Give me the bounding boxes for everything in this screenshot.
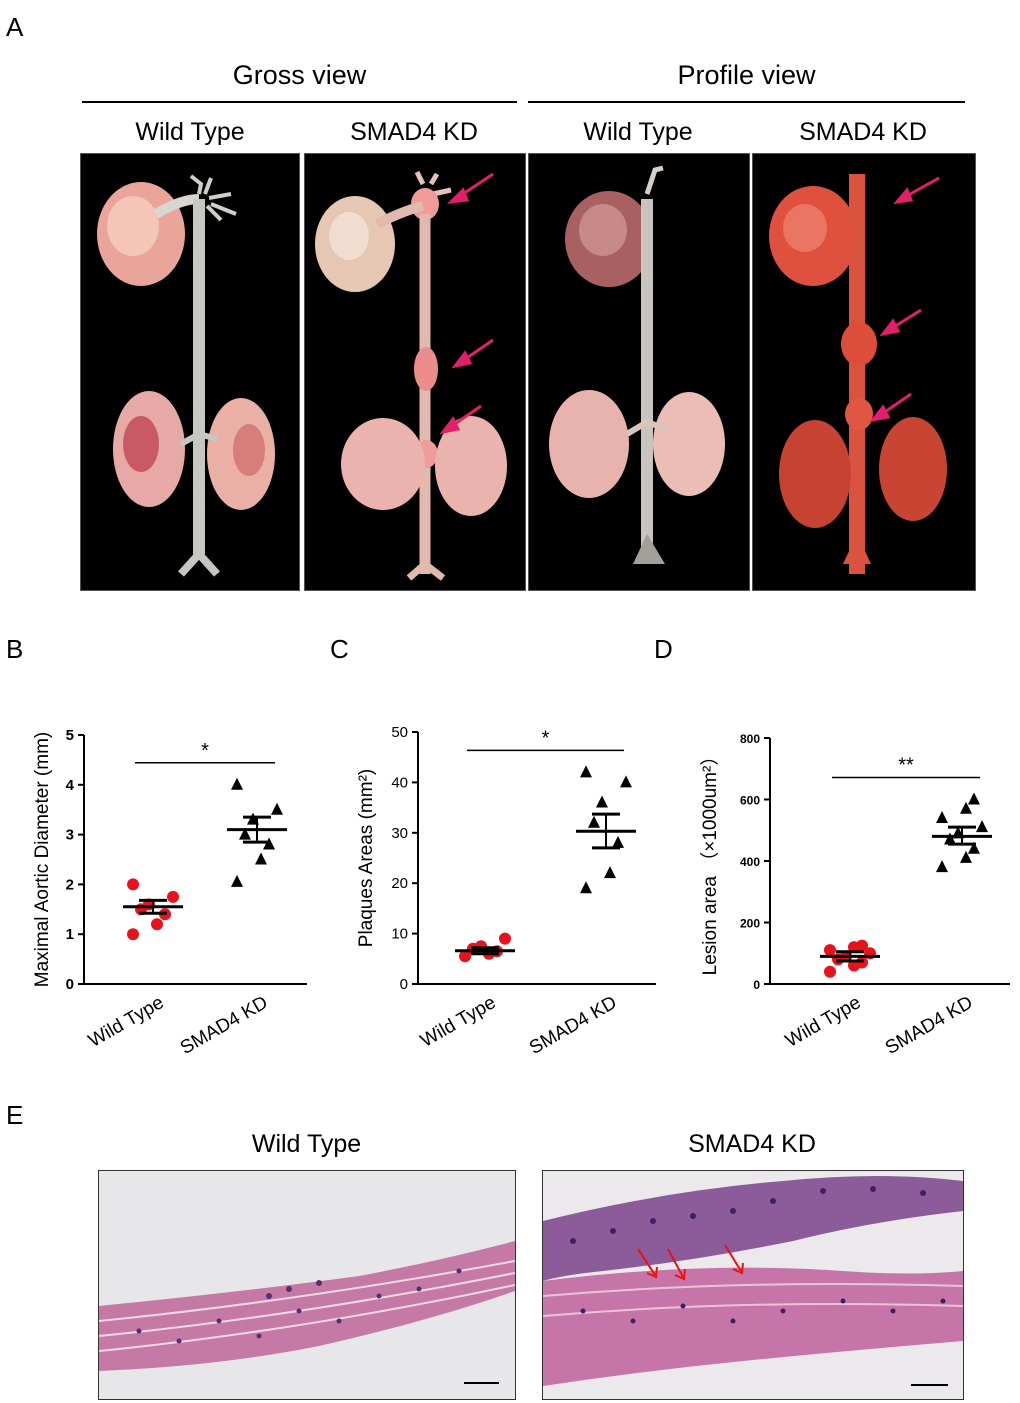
- chart-maximal-aortic-diameter: 0 1 2 3 4 5 Maximal Aortic Diameter (mm) Wild T…: [32, 727, 307, 1059]
- data-point-wild-type: [856, 939, 868, 952]
- photo-profile-wild-type: [528, 153, 750, 591]
- photo-gross-smad4-kd: [304, 153, 526, 591]
- photo-profile-smad4-kd: [752, 153, 976, 591]
- y-tick-label: 0: [400, 976, 408, 993]
- data-point-smad4-kd: [960, 850, 972, 863]
- y-tick-label: 800: [740, 732, 760, 746]
- y-tick-label: 600: [740, 794, 760, 808]
- panel-c-letter: C: [330, 634, 349, 664]
- data-point-smad4-kd: [239, 827, 251, 840]
- data-point-smad4-kd: [255, 852, 267, 865]
- data-point-smad4-kd: [580, 881, 592, 894]
- y-tick-label: 1: [66, 926, 74, 943]
- data-point-smad4-kd: [231, 777, 243, 790]
- histology-wild-type: [98, 1170, 516, 1400]
- significance-marker: *: [201, 740, 209, 762]
- data-point-smad4-kd: [604, 866, 616, 879]
- gross-view-title: Gross view: [232, 60, 367, 90]
- data-point-smad4-kd: [580, 765, 592, 778]
- y-axis-label: Maximal Aortic Diameter (mm): [32, 732, 53, 987]
- label-gross-smad4-kd: SMAD4 KD: [350, 118, 478, 146]
- data-point-wild-type: [459, 950, 471, 963]
- label-profile-smad4-kd: SMAD4 KD: [799, 118, 927, 146]
- panel-d-letter: D: [654, 634, 673, 664]
- x-category-label: SMAD4 KD: [177, 992, 272, 1059]
- data-point-wild-type: [127, 878, 139, 891]
- data-point-smad4-kd: [936, 810, 948, 823]
- y-tick-label: 0: [66, 976, 74, 993]
- label-histology-smad4-kd: SMAD4 KD: [688, 1130, 816, 1158]
- chart-plaques-areas: 0 10 20 30 40 50 Plaques Areas (mm²) Wild Type S…: [356, 724, 656, 1059]
- y-tick-label: 4: [66, 777, 75, 794]
- label-gross-wild-type: Wild Type: [135, 118, 245, 146]
- data-point-smad4-kd: [976, 820, 988, 833]
- data-point-wild-type: [856, 956, 868, 969]
- data-point-smad4-kd: [960, 801, 972, 814]
- profile-view-title: Profile view: [677, 60, 816, 90]
- data-point-wild-type: [499, 932, 511, 945]
- label-histology-wild-type: Wild Type: [251, 1130, 362, 1158]
- y-tick-label: 200: [740, 917, 760, 931]
- data-point-smad4-kd: [596, 795, 608, 808]
- profile-view-divider: [528, 101, 965, 103]
- significance-marker: *: [542, 727, 550, 749]
- photo-gross-wild-type: [80, 153, 300, 591]
- y-tick-label: 50: [391, 724, 408, 741]
- gross-view-divider: [82, 101, 517, 103]
- data-point-smad4-kd: [231, 874, 243, 887]
- y-tick-label: 2: [66, 876, 74, 893]
- x-category-label: SMAD4 KD: [526, 992, 621, 1059]
- data-point-smad4-kd: [271, 802, 283, 815]
- data-point-smad4-kd: [968, 841, 980, 854]
- panel-b-letter: B: [6, 634, 24, 664]
- data-point-smad4-kd: [588, 815, 600, 828]
- x-category-label: Wild Type: [417, 992, 499, 1052]
- y-tick-label: 20: [391, 875, 408, 892]
- y-tick-label: 400: [740, 855, 760, 869]
- data-point-smad4-kd: [944, 832, 956, 845]
- x-category-label: Wild Type: [85, 992, 167, 1052]
- data-point-wild-type: [167, 890, 179, 903]
- y-tick-label: 30: [391, 825, 408, 842]
- label-profile-wild-type: Wild Type: [583, 118, 693, 146]
- y-tick-label: 5: [66, 727, 74, 744]
- data-point-smad4-kd: [612, 835, 624, 848]
- data-point-smad4-kd: [936, 860, 948, 873]
- y-tick-label: 0: [753, 978, 760, 992]
- y-axis-label: Lesion area （×1000um²）: [699, 747, 721, 976]
- data-point-wild-type: [127, 928, 139, 941]
- significance-marker: **: [898, 755, 914, 777]
- y-tick-label: 3: [66, 827, 74, 844]
- chart-lesion-area: 0 200 400 600 800 Lesion area （×1000um²） Wild …: [699, 732, 1010, 1059]
- y-tick-label: 40: [391, 774, 408, 791]
- y-tick-label: 10: [391, 926, 408, 943]
- x-category-label: SMAD4 KD: [882, 992, 977, 1059]
- data-point-wild-type: [151, 918, 163, 931]
- data-point-smad4-kd: [968, 792, 980, 805]
- x-category-label: Wild Type: [782, 992, 864, 1052]
- data-point-wild-type: [824, 944, 836, 957]
- histology-smad4-kd: [542, 1170, 964, 1400]
- data-point-smad4-kd: [620, 775, 632, 788]
- y-axis-label: Plaques Areas (mm²): [356, 769, 377, 947]
- panel-a-letter: A: [6, 12, 24, 42]
- data-point-wild-type: [824, 965, 836, 978]
- panel-e-letter: E: [6, 1100, 24, 1130]
